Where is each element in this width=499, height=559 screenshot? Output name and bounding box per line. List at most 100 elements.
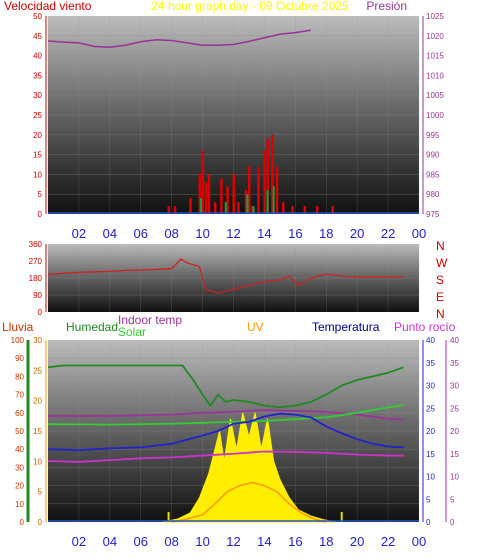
y-tick-label-temp: 20 — [426, 427, 435, 436]
wind-speed-bar — [226, 186, 229, 214]
y-tick-label-wind: 5 — [38, 190, 43, 199]
wind-gust-bar — [224, 202, 227, 214]
y-tick-label-dewpoint: 0 — [450, 518, 455, 527]
wind-speed-bar — [167, 206, 171, 214]
wind-speed-label: Velocidad viento — [4, 0, 92, 13]
y-tick-label-pressure: 985 — [426, 170, 440, 179]
y-tick-label-wind: 30 — [33, 91, 42, 100]
x-tick-label: 22 — [381, 226, 395, 241]
y-tick-label-pressure: 1025 — [426, 12, 444, 21]
y-tick-label-direction: 0 — [38, 308, 43, 317]
y-tick-label-rain: 40 — [15, 445, 24, 454]
wind-gust-bar — [200, 198, 203, 214]
y-tick-label-uv: 15 — [33, 427, 42, 436]
dewpoint-label: Punto rocío — [394, 320, 456, 334]
y-tick-label-rain: 0 — [20, 518, 25, 527]
y-tick-label-wind: 35 — [33, 71, 42, 80]
y-tick-label-rain: 20 — [15, 482, 24, 491]
x-tick-label: 14 — [257, 534, 271, 549]
y-tick-label-pressure: 975 — [426, 210, 440, 219]
y-tick-label-pressure: 1000 — [426, 111, 444, 120]
wind-speed-bar — [201, 150, 205, 214]
y-tick-label-rain: 10 — [15, 500, 24, 509]
uv-area — [162, 412, 336, 523]
series-layer — [47, 29, 419, 523]
wind-speed-bar — [263, 150, 266, 214]
x-tick-label: 22 — [381, 534, 395, 549]
x-tick-label: 20 — [350, 534, 364, 549]
dir-e-label: E — [436, 290, 444, 304]
y-tick-label-dewpoint: 20 — [450, 427, 459, 436]
x-tick-label: 20 — [350, 226, 364, 241]
pressure-label: Presión — [366, 0, 407, 13]
wind-speed-bar — [275, 166, 279, 214]
wind-speed-bar — [237, 202, 240, 214]
chart-title: 24 hour graph day - 09 Octubre 2025 — [151, 0, 349, 13]
x-tick-label: 16 — [288, 226, 302, 241]
x-tick-label: 12 — [226, 534, 240, 549]
y-tick-label-uv: 0 — [38, 518, 43, 527]
y-tick-label-temp: 5 — [426, 495, 431, 504]
y-tick-label-uv: 20 — [33, 397, 42, 406]
wind-speed-bar — [281, 202, 285, 214]
y-tick-label-pressure: 1010 — [426, 71, 444, 80]
x-tick-label: 10 — [195, 226, 209, 241]
y-tick-label-uv: 30 — [33, 336, 42, 345]
y-tick-label-wind: 15 — [33, 151, 42, 160]
wind-speed-bar — [291, 206, 294, 214]
x-tick-label: 08 — [164, 226, 178, 241]
wind-gust-bar — [246, 194, 249, 214]
x-tick-label: 02 — [72, 534, 86, 549]
x-tick-label: 18 — [319, 226, 333, 241]
y-tick-label-dewpoint: 40 — [450, 336, 459, 345]
wind-speed-bar — [232, 174, 235, 214]
rain-bar — [167, 512, 170, 522]
y-tick-label-pressure: 980 — [426, 190, 440, 199]
wind-speed-bar — [315, 206, 319, 214]
y-tick-label-rain: 70 — [15, 391, 24, 400]
wind-speed-bar — [213, 202, 217, 214]
y-tick-label-pressure: 1020 — [426, 32, 444, 41]
indoor-temp-line — [48, 409, 404, 421]
y-tick-label-direction: 90 — [33, 291, 42, 300]
y-tick-label-uv: 25 — [33, 366, 42, 375]
wind-speed-bar — [198, 174, 201, 214]
y-tick-label-rain: 50 — [15, 427, 24, 436]
y-tick-label-pressure: 1015 — [426, 52, 444, 61]
y-tick-label-uv: 10 — [33, 457, 42, 466]
y-tick-label-temp: 10 — [426, 473, 435, 482]
x-tick-label: 16 — [288, 534, 302, 549]
dir-n-bottom-label: N — [436, 307, 445, 321]
y-tick-label-pressure: 995 — [426, 131, 440, 140]
wind-speed-bar — [331, 206, 334, 214]
y-tick-label-dewpoint: 5 — [450, 495, 455, 504]
pressure-line — [47, 29, 311, 49]
wind-speed-bar — [266, 138, 270, 214]
rain-label: Lluvia — [2, 320, 34, 334]
y-tick-label-temp: 0 — [426, 518, 431, 527]
y-tick-label-temp: 30 — [426, 382, 435, 391]
humidity-label: Humedad — [66, 320, 118, 334]
wind-gust-bar — [266, 190, 269, 214]
wind-speed-bar — [204, 182, 208, 214]
y-tick-label-rain: 60 — [15, 409, 24, 418]
y-tick-label-rain: 100 — [11, 336, 25, 345]
y-tick-label-direction: 360 — [29, 240, 43, 249]
y-tick-label-wind: 25 — [33, 111, 42, 120]
dewpoint-line — [47, 450, 404, 463]
y-tick-label-temp: 15 — [426, 450, 435, 459]
y-tick-label-wind: 45 — [33, 32, 42, 41]
x-tick-label: 04 — [103, 226, 117, 241]
x-tick-label: 14 — [257, 226, 271, 241]
y-tick-label-rain: 90 — [15, 354, 24, 363]
wind-speed-bar — [251, 206, 254, 214]
x-tick-label: 10 — [195, 534, 209, 549]
wind-speed-bar — [220, 178, 223, 214]
y-tick-label-temp: 25 — [426, 404, 435, 413]
y-tick-label-wind: 20 — [33, 131, 42, 140]
uv-index-line — [171, 481, 327, 523]
y-tick-label-rain: 30 — [15, 463, 24, 472]
y-tick-label-temp: 35 — [426, 359, 435, 368]
